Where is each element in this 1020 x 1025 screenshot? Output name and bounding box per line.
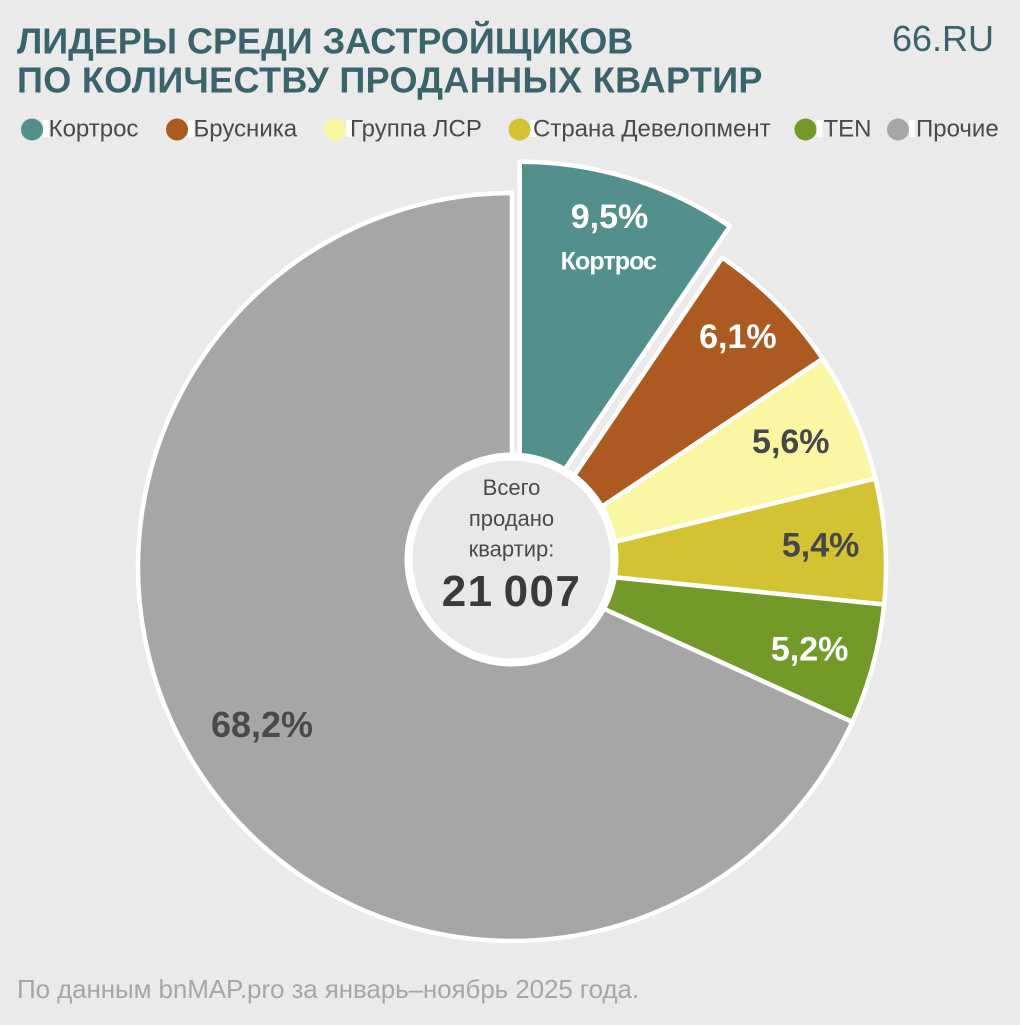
svg-text:Группа ЛСР: Группа ЛСР [350, 116, 482, 143]
svg-text:Кортрос: Кортрос [561, 247, 658, 275]
svg-text:5,6%: 5,6% [752, 423, 830, 461]
svg-text:6,1%: 6,1% [699, 318, 777, 356]
svg-text:9,5%: 9,5% [571, 198, 649, 236]
svg-text:Кортрос: Кортрос [49, 116, 139, 143]
svg-text:продано: продано [469, 506, 554, 531]
svg-text:Страна Девелопмент: Страна Девелопмент [533, 116, 771, 143]
svg-text:ЛИДЕРЫ СРЕДИ ЗАСТРОЙЩИКОВ: ЛИДЕРЫ СРЕДИ ЗАСТРОЙЩИКОВ [17, 19, 633, 61]
svg-text:66.RU: 66.RU [892, 18, 994, 59]
svg-text:ПО КОЛИЧЕСТВУ ПРОДАННЫХ КВАРТИ: ПО КОЛИЧЕСТВУ ПРОДАННЫХ КВАРТИР [17, 59, 763, 100]
svg-text:По данным bnMAP.pro за январь–: По данным bnMAP.pro за январь–ноябрь 202… [17, 974, 639, 1004]
svg-text:68,2%: 68,2% [211, 704, 313, 745]
svg-text:21 007: 21 007 [442, 567, 582, 616]
svg-text:Всего: Всего [483, 475, 541, 500]
svg-text:5,2%: 5,2% [771, 630, 849, 668]
svg-text:TEN: TEN [824, 116, 872, 143]
svg-text:5,4%: 5,4% [782, 527, 860, 565]
svg-text:Брусника: Брусника [194, 116, 298, 143]
svg-text:Прочие: Прочие [916, 116, 999, 143]
svg-text:квартир:: квартир: [469, 537, 555, 562]
